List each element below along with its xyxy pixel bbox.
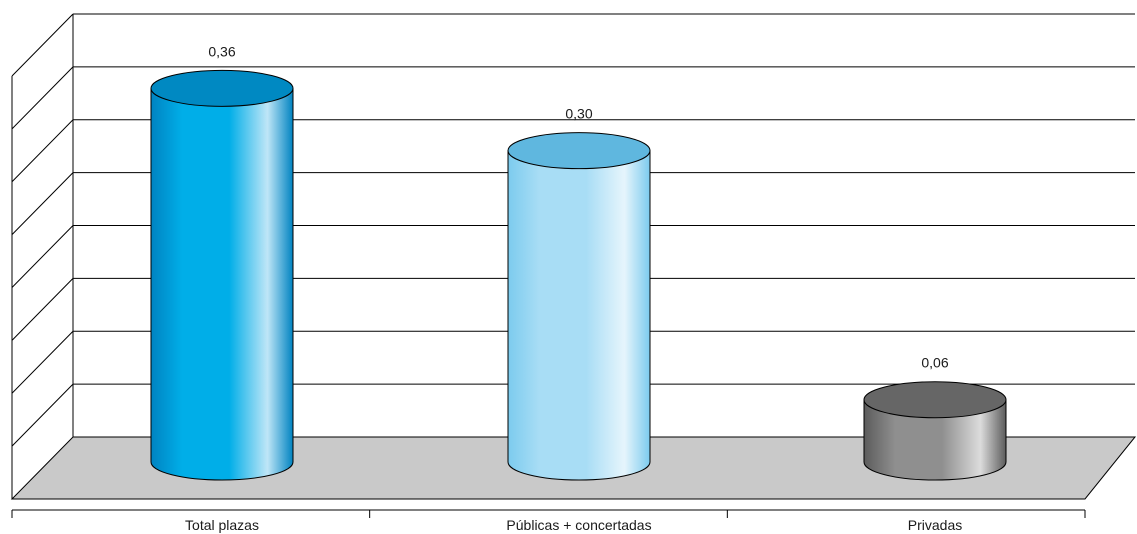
bar-body [150, 87, 294, 481]
x-tick-label: Públicas + concertadas [506, 517, 651, 533]
data-label: 0,36 [208, 43, 235, 59]
gridline-side [11, 172, 74, 235]
chart-axes [11, 14, 1086, 518]
bar-1 [150, 69, 294, 481]
data-label: 0,30 [565, 106, 592, 122]
gridline-side [11, 66, 74, 130]
bar-body [863, 399, 1007, 481]
bar-top [863, 381, 1007, 419]
bar-body [507, 150, 651, 481]
bar-top [150, 69, 294, 107]
data-label: 0,06 [921, 355, 948, 371]
bar-2 [507, 132, 651, 481]
bar-top [507, 132, 651, 170]
gridline-side [11, 225, 74, 288]
gridline-side [11, 383, 74, 447]
gridline-side [11, 278, 74, 341]
x-tick-label: Privadas [908, 517, 962, 533]
x-tick-label: Total plazas [185, 517, 259, 533]
gridline-side [11, 13, 74, 77]
gridline-side [11, 330, 74, 394]
chart-bars [150, 69, 1007, 481]
bar-3 [863, 381, 1007, 481]
chart-labels: 0,36 Total plazas 0,30 Públicas + concertad… [185, 43, 962, 533]
gridline-side [11, 119, 74, 183]
